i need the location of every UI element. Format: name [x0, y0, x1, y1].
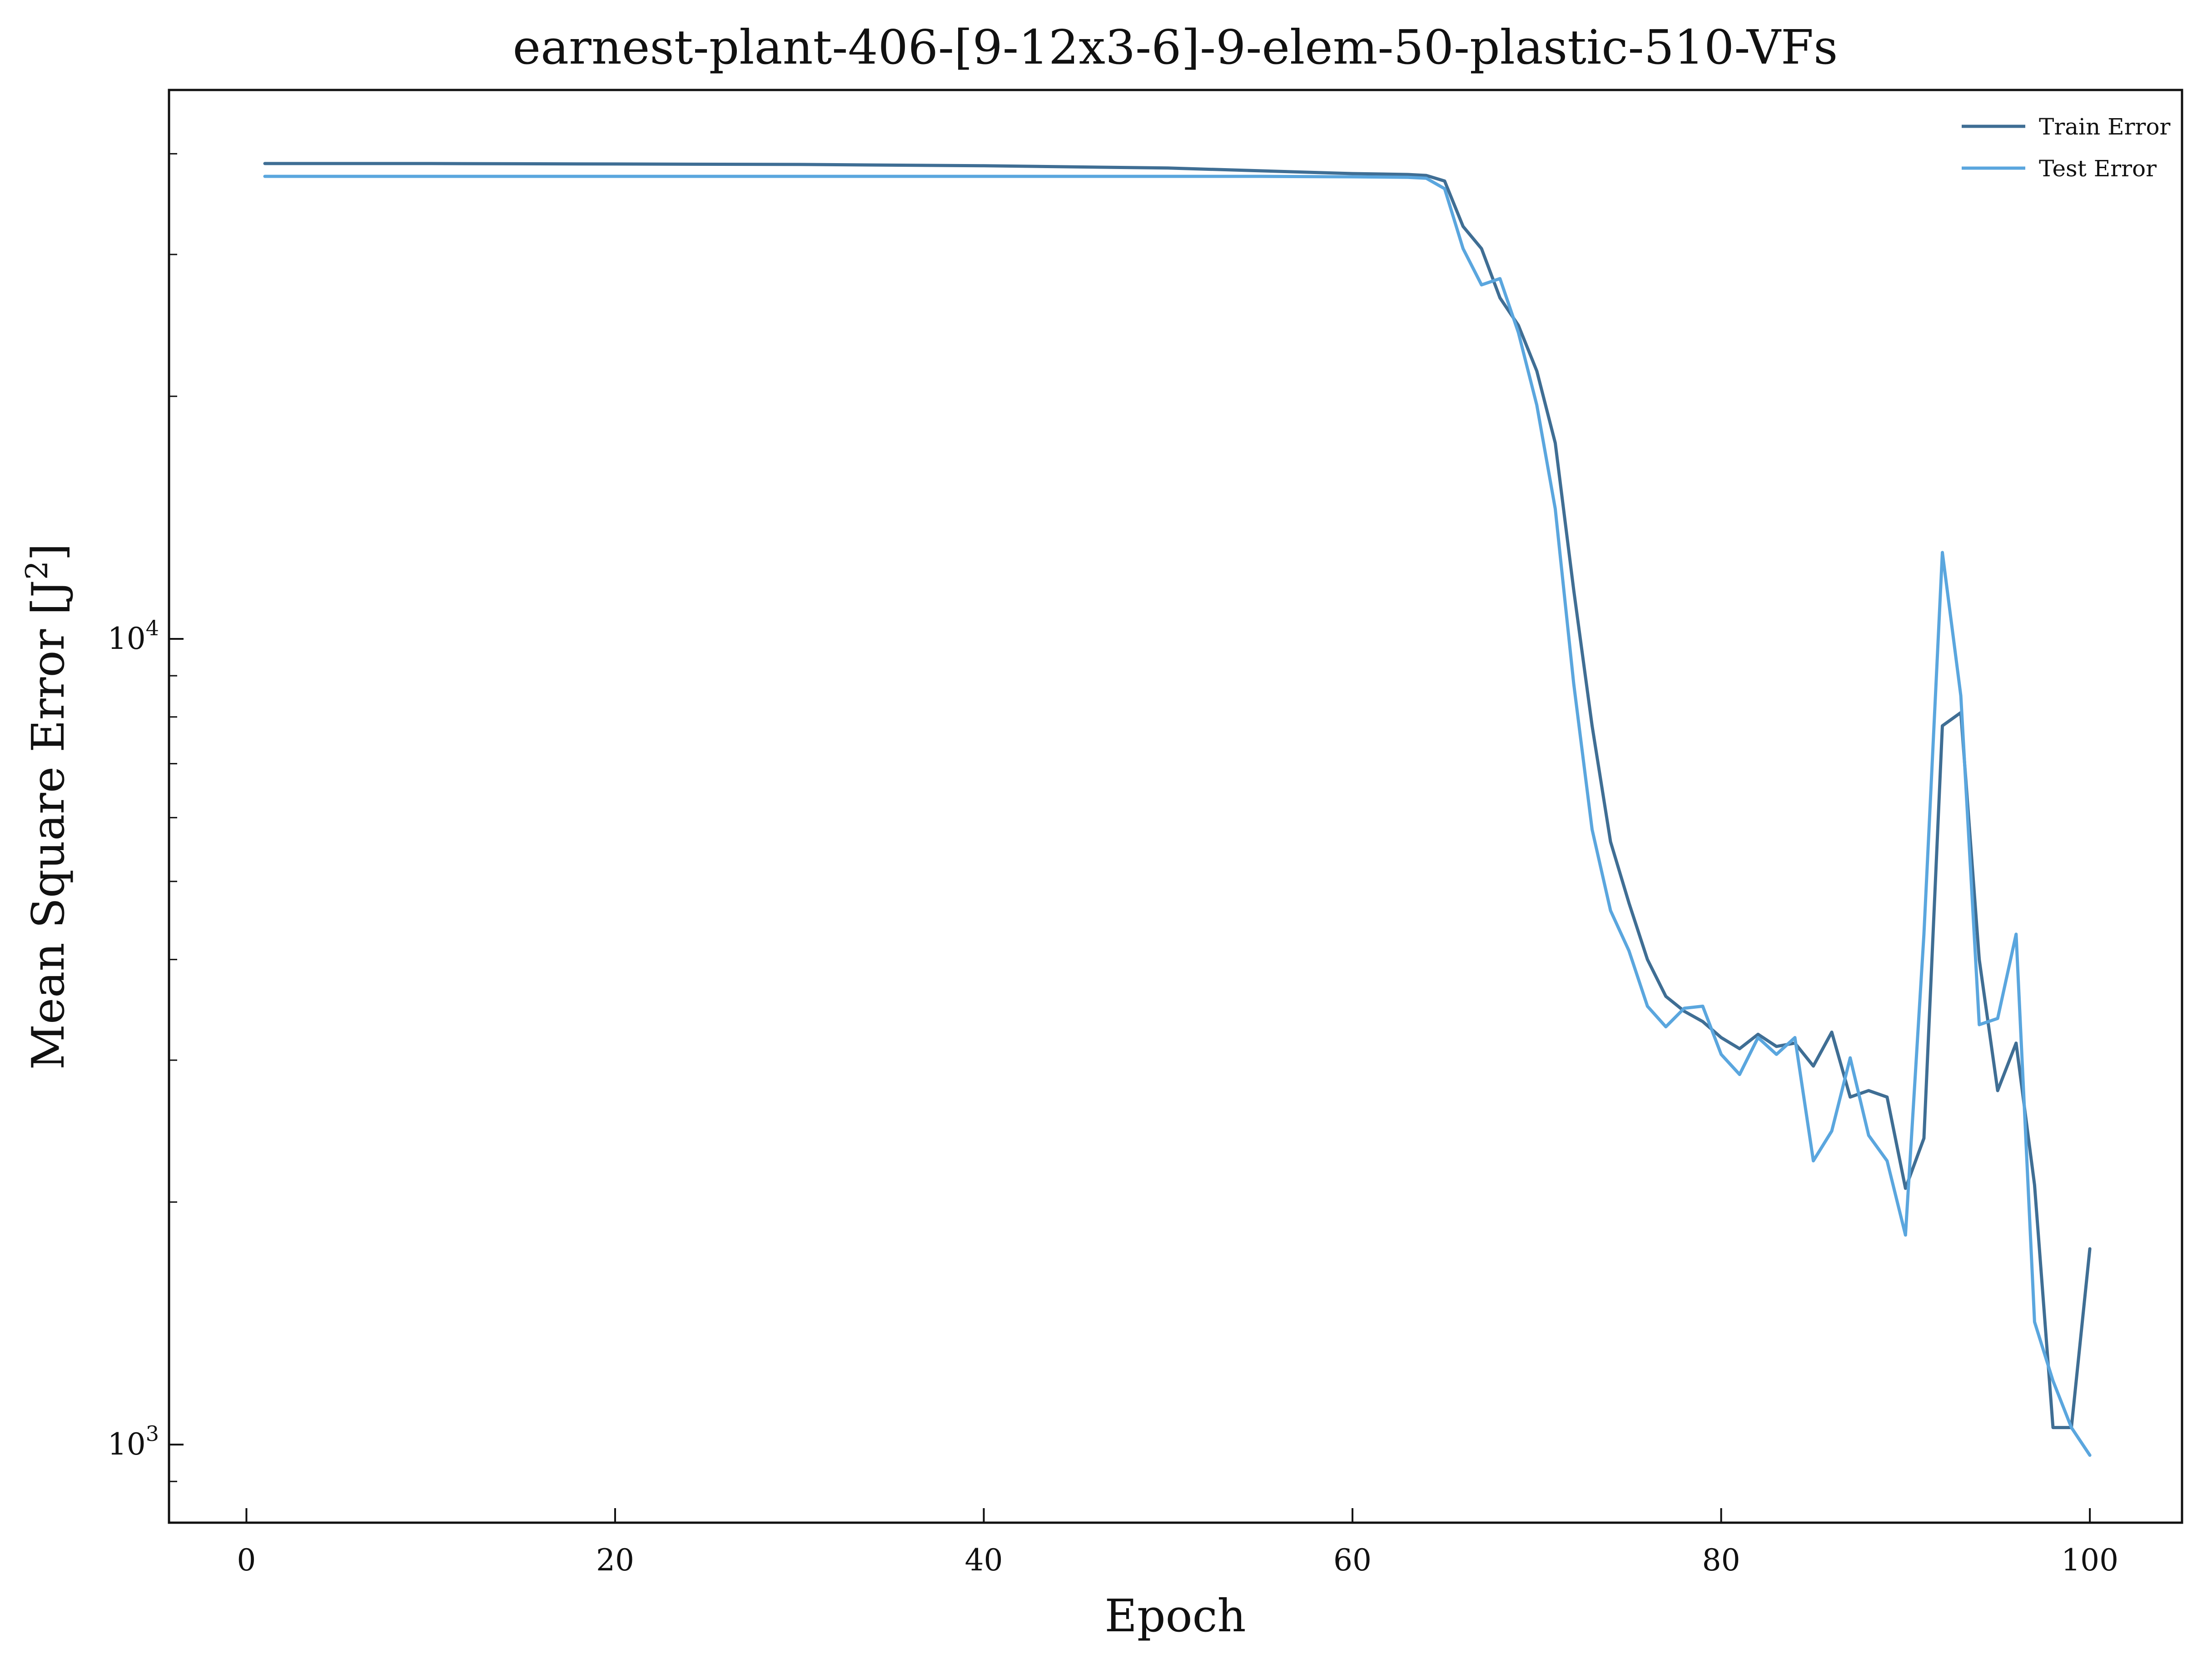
y-axis-label-tail: ]	[23, 543, 75, 561]
x-axis-label: Epoch	[1104, 1590, 1246, 1642]
y-tick-label: 103	[108, 1421, 159, 1462]
x-tick-label: 0	[237, 1543, 256, 1578]
x-tick-label: 20	[596, 1543, 634, 1578]
x-axis: 0 20 40 60 80 100	[237, 1508, 2118, 1578]
y-tick-label-exponent: 3	[146, 1421, 159, 1446]
legend: Train Error Test Error	[1962, 114, 2171, 182]
y-tick-label-exponent: 4	[146, 616, 159, 640]
legend-label: Test Error	[2039, 155, 2157, 182]
chart-title: earnest-plant-406-[9-12x3-6]-9-elem-50-p…	[513, 20, 1838, 75]
series-line-test-error	[263, 174, 2092, 1457]
plot-marks	[263, 162, 2092, 1457]
y-axis-label-base: Mean Square Error [J	[23, 580, 75, 1070]
x-tick-label: 100	[2061, 1543, 2118, 1578]
y-axis-label: Mean Square Error [J2]	[20, 543, 75, 1070]
series-line-train-error	[263, 162, 2092, 1430]
legend-label: Train Error	[2039, 114, 2171, 140]
x-tick-label: 80	[1702, 1543, 1740, 1578]
y-tick-label-base: 10	[108, 1427, 146, 1462]
y-tick-label: 104	[108, 616, 159, 656]
x-tick-label: 60	[1333, 1543, 1372, 1578]
plot-frame	[168, 89, 2183, 1524]
x-tick-label: 40	[965, 1543, 1003, 1578]
y-axis-label-sup: 2	[20, 561, 55, 580]
y-tick-label-base: 10	[108, 621, 146, 656]
